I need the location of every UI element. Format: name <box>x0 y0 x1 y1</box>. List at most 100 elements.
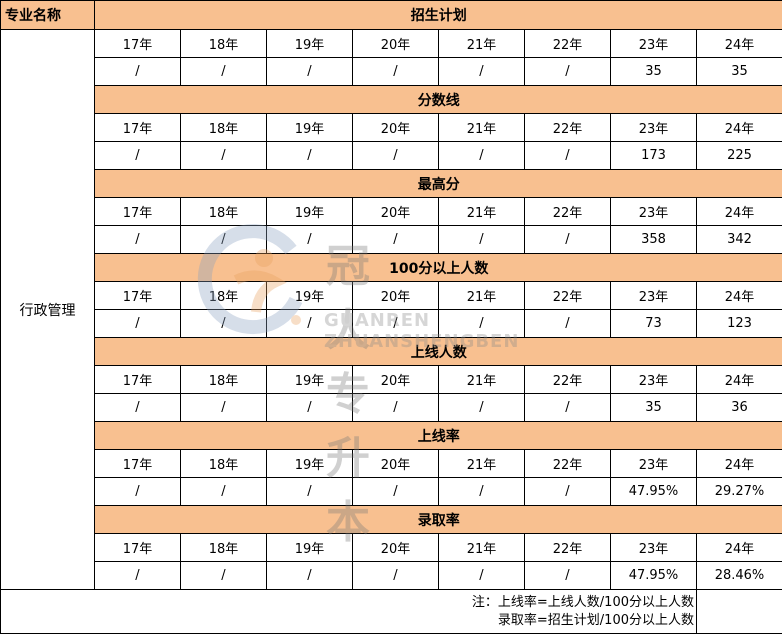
value-cell: / <box>353 226 439 254</box>
value-cell: / <box>267 142 353 170</box>
value-cell: / <box>439 58 525 86</box>
year-cell: 21年 <box>439 534 525 562</box>
value-cell: / <box>439 310 525 338</box>
value-cell: / <box>181 310 267 338</box>
year-cell: 21年 <box>439 114 525 142</box>
value-cell: / <box>525 226 611 254</box>
section-header-row: 上线率 <box>1 422 782 450</box>
year-cell: 20年 <box>353 114 439 142</box>
year-cell: 19年 <box>267 366 353 394</box>
section-title: 上线率 <box>95 422 782 450</box>
year-cell: 20年 <box>353 366 439 394</box>
value-cell: / <box>353 562 439 590</box>
section-header-row: 录取率 <box>1 506 782 534</box>
year-cell: 24年 <box>697 282 782 310</box>
note-line1: 注：上线率=上线人数/100分以上人数 <box>472 595 694 610</box>
value-cell: / <box>95 478 181 506</box>
year-cell: 20年 <box>353 30 439 58</box>
note-cell: 注：上线率=上线人数/100分以上人数录取率=招生计划/100分以上人数 <box>1 590 697 634</box>
value-cell: / <box>525 562 611 590</box>
note-line2: 录取率=招生计划/100分以上人数 <box>498 613 694 628</box>
value-cell: / <box>95 310 181 338</box>
year-cell: 23年 <box>611 366 697 394</box>
year-cell: 18年 <box>181 366 267 394</box>
value-cell: / <box>353 310 439 338</box>
value-cell: 35 <box>611 58 697 86</box>
value-cell: / <box>181 58 267 86</box>
year-cell: 20年 <box>353 534 439 562</box>
year-cell: 23年 <box>611 450 697 478</box>
section-header-row: 100分以上人数 <box>1 254 782 282</box>
value-cell: / <box>439 394 525 422</box>
value-cell: / <box>181 142 267 170</box>
section-title: 上线人数 <box>95 338 782 366</box>
year-cell: 22年 <box>525 198 611 226</box>
value-cell: 342 <box>697 226 782 254</box>
year-cell: 19年 <box>267 534 353 562</box>
value-cell: / <box>267 58 353 86</box>
year-cell: 21年 <box>439 198 525 226</box>
value-cell: / <box>267 394 353 422</box>
year-cell: 17年 <box>95 534 181 562</box>
value-cell: / <box>181 478 267 506</box>
value-cell: 35 <box>697 58 782 86</box>
value-cell: 35 <box>611 394 697 422</box>
year-cell: 18年 <box>181 282 267 310</box>
value-cell: 36 <box>697 394 782 422</box>
year-cell: 22年 <box>525 282 611 310</box>
section-header-row: 分数线 <box>1 86 782 114</box>
year-cell: 24年 <box>697 366 782 394</box>
year-cell: 17年 <box>95 30 181 58</box>
year-cell: 24年 <box>697 534 782 562</box>
year-cell: 17年 <box>95 366 181 394</box>
section-title: 录取率 <box>95 506 782 534</box>
year-cell: 18年 <box>181 198 267 226</box>
year-cell: 17年 <box>95 450 181 478</box>
year-cell: 24年 <box>697 114 782 142</box>
value-cell: / <box>525 142 611 170</box>
year-cell: 23年 <box>611 114 697 142</box>
value-cell: / <box>95 226 181 254</box>
year-cell: 19年 <box>267 198 353 226</box>
empty-cell <box>697 590 782 634</box>
value-cell: 225 <box>697 142 782 170</box>
value-cell: / <box>525 394 611 422</box>
year-cell: 24年 <box>697 30 782 58</box>
year-cell: 19年 <box>267 282 353 310</box>
year-cell: 21年 <box>439 282 525 310</box>
year-cell: 18年 <box>181 534 267 562</box>
year-cell: 20年 <box>353 282 439 310</box>
year-cell: 19年 <box>267 450 353 478</box>
value-cell: / <box>439 142 525 170</box>
major-header: 专业名称 <box>1 1 95 30</box>
value-cell: / <box>439 562 525 590</box>
value-cell: 47.95% <box>611 562 697 590</box>
value-cell: 28.46% <box>697 562 782 590</box>
value-cell: 123 <box>697 310 782 338</box>
value-cell: 47.95% <box>611 478 697 506</box>
year-cell: 22年 <box>525 534 611 562</box>
year-cell: 18年 <box>181 450 267 478</box>
year-cell: 22年 <box>525 30 611 58</box>
value-cell: / <box>439 226 525 254</box>
year-cell: 19年 <box>267 114 353 142</box>
section-header-row: 专业名称招生计划 <box>1 1 782 30</box>
value-cell: / <box>267 478 353 506</box>
year-cell: 21年 <box>439 30 525 58</box>
value-cell: / <box>353 142 439 170</box>
year-cell: 17年 <box>95 198 181 226</box>
year-cell: 21年 <box>439 366 525 394</box>
section-title: 招生计划 <box>95 1 782 30</box>
section-title: 分数线 <box>95 86 782 114</box>
year-cell: 22年 <box>525 366 611 394</box>
